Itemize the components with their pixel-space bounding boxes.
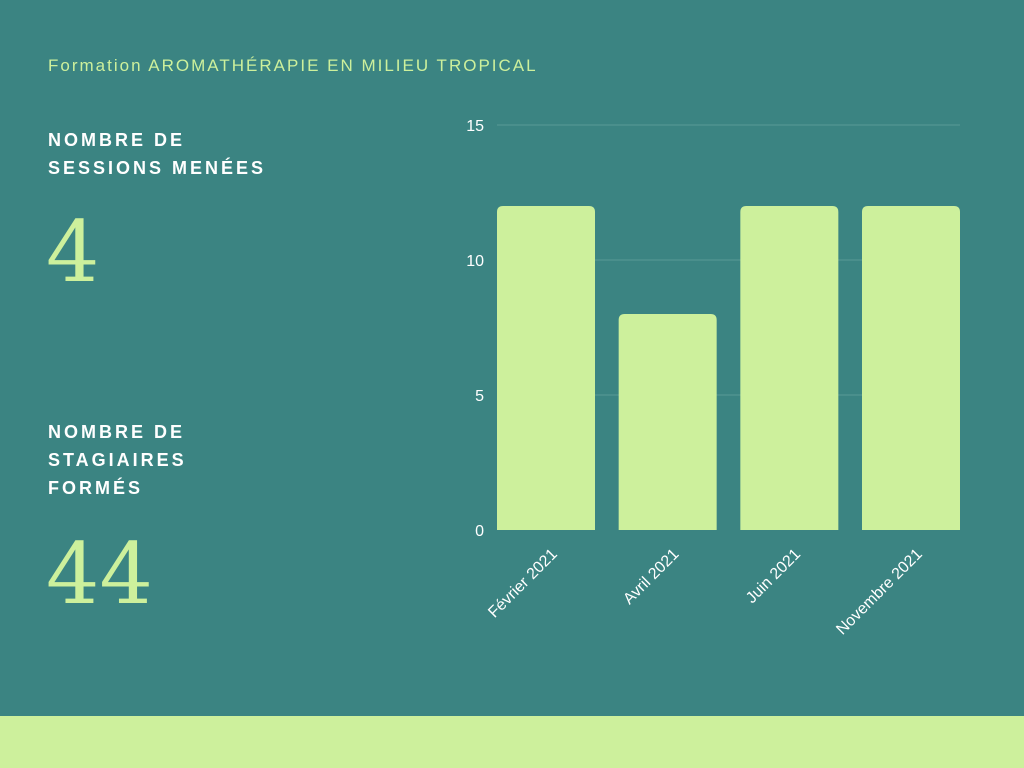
sessions-stat-label: NOMBRE DE SESSIONS MENÉES <box>48 126 266 182</box>
sessions-label-line-2: SESSIONS MENÉES <box>48 158 267 178</box>
y-tick-label: 15 <box>466 118 484 135</box>
x-tick-label: Novembre 2021 <box>833 546 926 639</box>
sessions-label-line-1: NOMBRE DE <box>48 130 186 150</box>
x-tick-label: Juin 2021 <box>743 546 804 607</box>
trainees-stat-value: 44 <box>46 525 153 623</box>
bar <box>618 314 717 530</box>
bar <box>497 206 595 530</box>
x-tick-label: Avril 2021 <box>620 546 682 608</box>
trainees-label-line-1: NOMBRE DE <box>48 422 186 442</box>
bar <box>862 206 960 530</box>
trainees-label-line-2: STAGIAIRES <box>48 450 187 470</box>
sessions-stat-value: 4 <box>46 203 100 301</box>
bar <box>740 206 839 530</box>
page-title: Formation AROMATHÉRAPIE EN MILIEU TROPIC… <box>48 56 538 75</box>
footer-band <box>0 716 1024 768</box>
y-tick-label: 0 <box>475 523 484 540</box>
y-tick-label: 10 <box>466 253 484 270</box>
y-tick-label: 5 <box>475 388 484 405</box>
sessions-bar-chart: 0 5 10 15 Février 2021 Avril 2021 Juin 2021 Nov… <box>466 118 960 639</box>
trainees-label-line-3: FORMÉS <box>48 478 144 498</box>
x-tick-label: Février 2021 <box>485 546 561 622</box>
trainees-stat-label: NOMBRE DE STAGIAIRES FORMÉS <box>48 418 187 502</box>
